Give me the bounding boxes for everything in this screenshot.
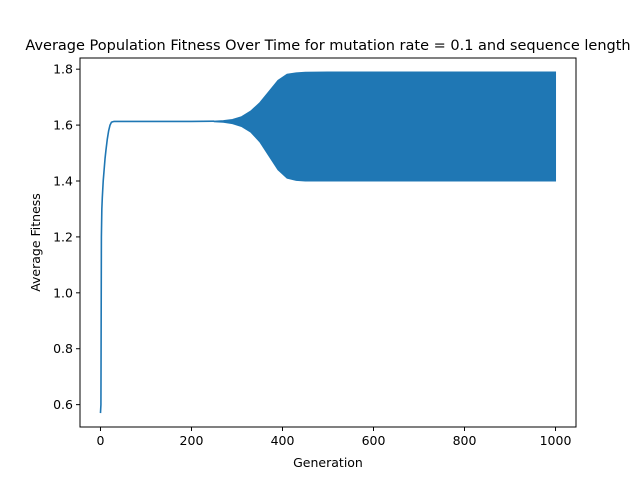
y-tick-label: 1.8 (53, 62, 73, 77)
x-tick-label: 0 (97, 433, 105, 448)
chart-title: Average Population Fitness Over Time for… (25, 38, 630, 54)
x-tick-label: 200 (180, 433, 204, 448)
x-axis: 0 200 400 600 800 1000 (97, 427, 572, 448)
series-line (99, 120, 215, 414)
x-tick-label: 800 (453, 433, 477, 448)
x-tick-label: 600 (362, 433, 386, 448)
y-tick-label: 1.2 (53, 229, 73, 244)
y-axis: 0.6 0.8 1.0 1.2 1.4 1.6 1.8 (53, 62, 80, 412)
x-tick-label: 400 (271, 433, 295, 448)
y-axis-label: Average Fitness (28, 193, 43, 292)
x-axis-label: Generation (293, 455, 363, 470)
series-oscillation-band (213, 71, 557, 182)
y-tick-label: 1.4 (53, 174, 73, 189)
y-tick-label: 0.8 (53, 341, 73, 356)
plot-area (99, 71, 557, 414)
x-tick-label: 1000 (540, 433, 572, 448)
axes-frame (79, 57, 577, 428)
y-tick-label: 0.6 (53, 397, 73, 412)
y-tick-label: 1.0 (53, 285, 73, 300)
y-tick-label: 1.6 (53, 118, 73, 133)
